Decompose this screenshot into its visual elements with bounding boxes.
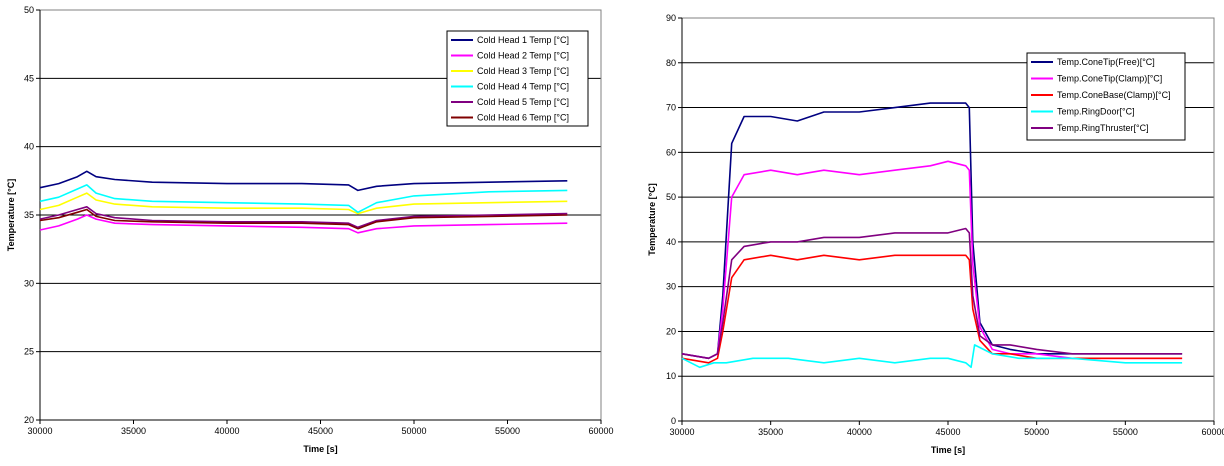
legend-box xyxy=(446,30,589,127)
series-line-3 xyxy=(39,192,568,215)
x-axis-title: Time [s] xyxy=(931,445,965,455)
legend-box xyxy=(1026,52,1186,141)
legend-label: Cold Head 6 Temp [°C] xyxy=(477,113,569,123)
series-line-5 xyxy=(39,206,568,229)
y-tick-label: 10 xyxy=(666,371,676,381)
chart-1: 20 25 30 35 40 45 50 30000 35000 40000 45000 50000 5… xyxy=(6,5,614,454)
legend: Cold Head 1 Temp [°C] Cold Head 2 Temp [°… xyxy=(446,30,589,127)
legend-label: Cold Head 3 Temp [°C] xyxy=(477,66,569,76)
x-tick-label: 35000 xyxy=(121,426,146,436)
y-tick-label: 40 xyxy=(24,142,34,152)
y-tick-label: 0 xyxy=(671,416,676,426)
y-tick-label: 25 xyxy=(24,347,34,357)
x-tick-label: 55000 xyxy=(495,426,520,436)
y-tick-label: 30 xyxy=(666,282,676,292)
x-tick-label: 60000 xyxy=(1201,427,1224,437)
series-line-6 xyxy=(39,208,568,230)
series-line-5 xyxy=(681,227,1183,360)
x-tick-label: 30000 xyxy=(27,426,52,436)
y-tick-label: 45 xyxy=(24,73,34,83)
x-tick-label: 30000 xyxy=(669,427,694,437)
legend-label: Cold Head 4 Temp [°C] xyxy=(477,82,569,92)
legend-label: Cold Head 5 Temp [°C] xyxy=(477,97,569,107)
legend-label: Temp.RingDoor[°C] xyxy=(1057,107,1135,117)
x-tick-label: 60000 xyxy=(588,426,613,436)
legend: Temp.ConeTip(Free)[°C] Temp.ConeTip(Clamp… xyxy=(1026,52,1186,141)
series-line-2 xyxy=(681,160,1183,360)
y-tick-label: 20 xyxy=(24,415,34,425)
legend-label: Cold Head 1 Temp [°C] xyxy=(477,35,569,45)
y-tick-label: 20 xyxy=(666,326,676,336)
legend-label: Temp.ConeTip(Clamp)[°C] xyxy=(1057,74,1162,84)
x-tick-label: 50000 xyxy=(401,426,426,436)
series-line-2 xyxy=(39,214,568,234)
y-axis-title: Temperature [°C] xyxy=(6,179,16,251)
y-tick-label: 30 xyxy=(24,278,34,288)
y-tick-label: 90 xyxy=(666,13,676,23)
x-axis-title: Time [s] xyxy=(303,444,337,454)
x-tick-label: 50000 xyxy=(1024,427,1049,437)
x-tick-label: 40000 xyxy=(214,426,239,436)
series-line-1 xyxy=(681,102,1183,360)
legend-label: Temp.ConeTip(Free)[°C] xyxy=(1057,57,1155,67)
legend-label: Temp.RingThruster[°C] xyxy=(1057,123,1149,133)
chart-2: 0 10 20 30 40 50 60 70 80 90 30000 35000 40000 45000 5… xyxy=(647,13,1224,455)
y-tick-label: 60 xyxy=(666,147,676,157)
legend-label: Cold Head 2 Temp [°C] xyxy=(477,51,569,61)
series-line-1 xyxy=(39,170,568,192)
y-tick-label: 70 xyxy=(666,103,676,113)
y-tick-label: 35 xyxy=(24,210,34,220)
series-line-4 xyxy=(681,344,1183,369)
x-tick-label: 40000 xyxy=(847,427,872,437)
legend-label: Temp.ConeBase(Clamp)[°C] xyxy=(1057,90,1171,100)
y-tick-label: 80 xyxy=(666,58,676,68)
x-tick-label: 45000 xyxy=(935,427,960,437)
y-axis-title: Temperature [°C] xyxy=(647,183,657,255)
x-tick-label: 55000 xyxy=(1113,427,1138,437)
y-tick-label: 50 xyxy=(24,5,34,15)
x-tick-label: 45000 xyxy=(308,426,333,436)
series-line-4 xyxy=(39,184,568,214)
x-tick-label: 35000 xyxy=(758,427,783,437)
y-tick-label: 50 xyxy=(666,192,676,202)
y-tick-label: 40 xyxy=(666,237,676,247)
series-line-3 xyxy=(681,254,1183,364)
